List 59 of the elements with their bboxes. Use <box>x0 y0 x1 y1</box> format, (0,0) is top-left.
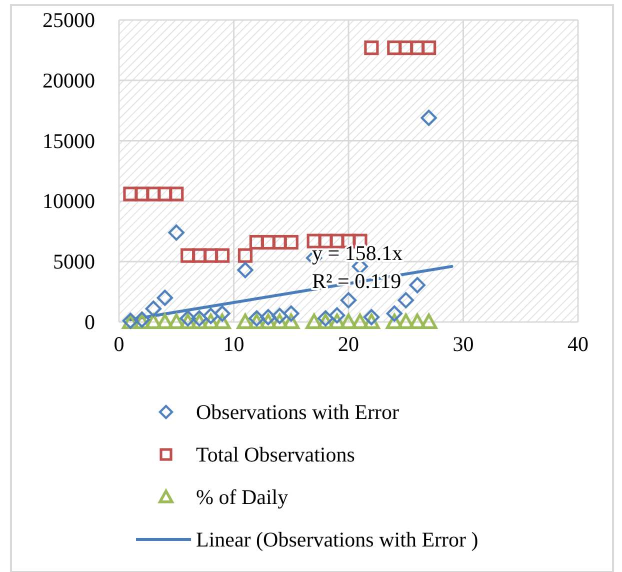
x-tick-label: 10 <box>223 332 244 356</box>
point <box>272 308 288 324</box>
point <box>387 40 402 56</box>
point <box>168 224 184 241</box>
point <box>364 40 379 56</box>
point <box>409 277 426 294</box>
y-tick-label: 15000 <box>42 128 95 153</box>
point <box>249 234 264 250</box>
point <box>398 40 414 56</box>
point <box>363 309 380 326</box>
point <box>328 314 346 329</box>
point <box>123 186 138 202</box>
point <box>283 305 300 322</box>
point <box>284 234 298 250</box>
point <box>260 309 276 326</box>
point <box>272 234 287 250</box>
point <box>340 292 357 308</box>
point <box>156 314 174 329</box>
y-tick-label: 5000 <box>53 250 95 274</box>
point <box>191 310 208 326</box>
y-tick-label: 25000 <box>42 8 95 32</box>
point <box>317 310 334 326</box>
point <box>156 290 173 306</box>
point <box>214 305 230 322</box>
point <box>169 186 184 202</box>
point <box>168 314 185 329</box>
y-tick-label: 0 <box>84 310 95 334</box>
point <box>420 314 438 329</box>
point <box>238 248 253 263</box>
point <box>328 307 346 324</box>
point <box>145 300 162 317</box>
y-tick-label: 20000 <box>42 68 95 92</box>
point <box>420 110 437 126</box>
x-tick-label: 40 <box>568 332 588 356</box>
legend-label: Observations with Error <box>196 400 399 424</box>
point <box>214 248 230 263</box>
point <box>180 310 196 326</box>
point <box>398 292 414 308</box>
x-tick-label: 20 <box>338 332 359 356</box>
x-tick-label: 0 <box>114 332 124 356</box>
point <box>248 310 265 326</box>
point <box>397 314 414 329</box>
point <box>386 305 402 322</box>
y-tick-label: 10000 <box>42 189 95 214</box>
point <box>236 314 254 329</box>
legend-label: % of Daily <box>196 485 289 509</box>
point <box>145 314 162 329</box>
legend-label: Total Observations <box>196 442 355 466</box>
point <box>410 40 425 56</box>
x-tick-label: 30 <box>452 332 474 356</box>
point <box>180 248 196 263</box>
point <box>306 314 322 329</box>
point <box>422 40 436 56</box>
legend-label: Linear (Observations with Error ) <box>196 528 478 552</box>
point <box>237 262 254 278</box>
point <box>408 314 426 329</box>
point <box>340 314 357 329</box>
point <box>202 308 219 324</box>
point <box>352 314 368 329</box>
